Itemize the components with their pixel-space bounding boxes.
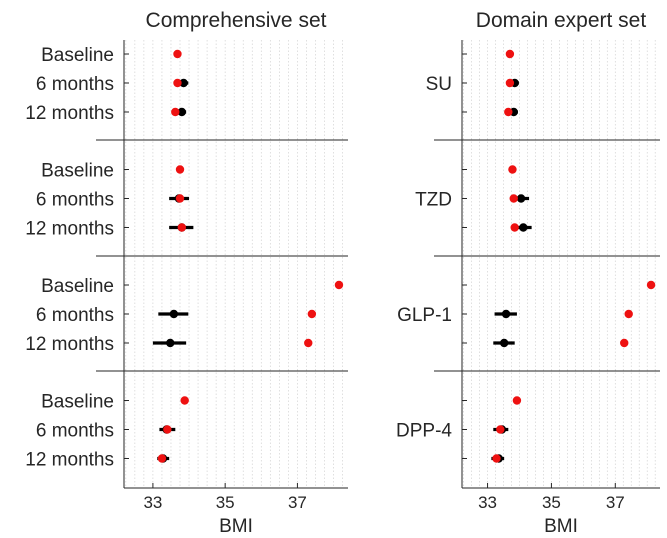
treated-point [496, 425, 505, 434]
treated-point [620, 338, 629, 348]
treated-point [307, 309, 317, 319]
treated-point [646, 280, 656, 290]
row-label: 6 months [36, 421, 114, 442]
treated-point [492, 454, 501, 463]
treated-point [157, 454, 167, 463]
x-tick-label: 33 [478, 493, 497, 512]
treated-point [175, 194, 185, 203]
row-label: 6 months [36, 190, 114, 211]
row-label: Baseline [41, 276, 114, 297]
group-label: SU [426, 74, 452, 95]
treated-point [177, 223, 187, 232]
control-point [169, 309, 179, 319]
panel-title: Comprehensive set [146, 9, 327, 32]
chart-panel-2: Domain expert set 33 35 37 BMI SU TZD GLP-1 DPP-… [396, 9, 660, 537]
control-point [179, 78, 188, 88]
x-tick-label: 37 [606, 493, 625, 512]
row-label: 12 months [25, 450, 114, 471]
x-axis-label: BMI [219, 516, 253, 537]
treated-point [175, 165, 185, 174]
treated-point [624, 309, 633, 319]
control-point [516, 194, 526, 203]
control-point [166, 338, 175, 348]
treated-point [334, 280, 344, 290]
treated-point [512, 396, 522, 405]
chart-panel-1: Comprehensive set 33 35 37 BMI Baseline 6 mont… [25, 9, 348, 537]
control-point [499, 338, 509, 348]
x-tick-label: 35 [216, 493, 235, 512]
row-label: 6 months [36, 305, 114, 326]
x-tick-label: 37 [288, 493, 307, 512]
row-label: Baseline [41, 45, 114, 66]
group-label: TZD [415, 190, 452, 211]
x-tick-label: 33 [143, 493, 162, 512]
treated-point [505, 49, 515, 59]
treated-point [508, 165, 517, 174]
treated-point [173, 78, 182, 88]
control-point [501, 309, 511, 319]
x-axis-label: BMI [544, 516, 578, 537]
treated-point [505, 78, 515, 88]
row-label: Baseline [41, 392, 114, 413]
panel-title: Domain expert set [476, 9, 647, 32]
treated-point [163, 425, 172, 434]
row-label: 12 months [25, 219, 114, 240]
treated-point [180, 396, 189, 405]
group-label: DPP-4 [396, 421, 452, 442]
treated-point [304, 338, 313, 348]
treated-point [504, 107, 513, 117]
row-label: Baseline [41, 161, 114, 182]
control-point [519, 223, 528, 232]
treated-point [171, 107, 180, 117]
control-point [177, 107, 187, 117]
treated-point [509, 194, 518, 203]
row-label: 12 months [25, 103, 114, 124]
treated-point [173, 49, 182, 59]
row-label: 6 months [36, 74, 114, 95]
x-tick-label: 35 [542, 493, 561, 512]
treated-point [510, 223, 519, 232]
group-label: GLP-1 [397, 305, 452, 326]
row-label: 12 months [25, 334, 114, 355]
